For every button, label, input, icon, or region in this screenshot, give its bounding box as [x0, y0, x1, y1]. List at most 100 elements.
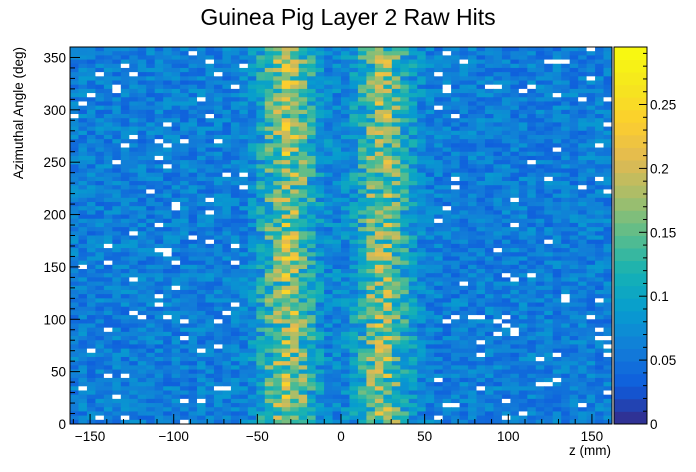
heatmap-cell [476, 327, 486, 333]
heatmap-cell [78, 365, 88, 370]
heatmap-cell [341, 59, 350, 65]
heatmap-cell [586, 160, 596, 165]
heatmap-cell [324, 206, 333, 211]
heatmap-cell [78, 147, 88, 153]
heatmap-cell [137, 189, 147, 195]
heatmap-cell [400, 319, 410, 324]
heatmap-cell [476, 243, 486, 249]
heatmap-cell [459, 243, 469, 249]
heatmap-cell [120, 289, 130, 295]
heatmap-cell [459, 281, 469, 287]
heatmap-cell [205, 281, 215, 287]
heatmap-cell [180, 63, 189, 69]
heatmap-cell [230, 352, 240, 358]
heatmap-cell [70, 260, 79, 266]
heatmap-cell [256, 310, 266, 316]
heatmap-cell [442, 356, 452, 362]
heatmap-cell [95, 84, 105, 90]
heatmap-cell [468, 47, 477, 52]
heatmap-cell [247, 289, 257, 295]
heatmap-cell [595, 122, 604, 127]
heatmap-cell [197, 327, 206, 333]
heatmap-cell [527, 164, 537, 169]
heatmap-cell [493, 201, 503, 207]
heatmap-cell [476, 289, 486, 295]
heatmap-cell [112, 306, 122, 312]
heatmap-cell [137, 252, 147, 257]
heatmap-cell [417, 323, 427, 329]
heatmap-cell [171, 72, 181, 77]
heatmap-cell [586, 118, 596, 123]
heatmap-cell [484, 356, 494, 362]
heatmap-cell [459, 105, 469, 111]
heatmap-cell [408, 281, 418, 287]
heatmap-cell [451, 243, 460, 249]
heatmap-cell [230, 122, 240, 127]
heatmap-cell [154, 59, 164, 65]
heatmap-cell [400, 126, 410, 132]
heatmap-cell [510, 147, 520, 153]
heatmap-cell [129, 285, 139, 291]
heatmap-cell [442, 306, 452, 312]
heatmap-cell [120, 336, 130, 341]
heatmap-cell [324, 134, 333, 140]
heatmap-cell [417, 168, 427, 174]
heatmap-cell [264, 59, 274, 65]
heatmap-cell [493, 310, 503, 316]
heatmap-cell [569, 298, 579, 303]
heatmap-cell [400, 231, 410, 236]
heatmap-cell [510, 59, 520, 65]
heatmap-cell [501, 210, 511, 215]
heatmap-cell [95, 227, 105, 232]
heatmap-cell [595, 336, 604, 341]
heatmap-cell [484, 134, 494, 140]
heatmap-cell [163, 93, 173, 98]
heatmap-cell [78, 235, 88, 241]
heatmap-cell [459, 336, 469, 341]
heatmap-cell [239, 239, 249, 245]
heatmap-cell [315, 47, 325, 52]
heatmap-cell [146, 55, 156, 60]
heatmap-cell [595, 331, 604, 337]
heatmap-cell [357, 93, 367, 98]
heatmap-cell [298, 348, 308, 354]
heatmap-cell [501, 302, 511, 308]
heatmap-cell [281, 114, 291, 119]
heatmap-cell [484, 130, 494, 136]
heatmap-cell [197, 109, 206, 115]
heatmap-cell [154, 319, 164, 324]
heatmap-cell [307, 147, 316, 153]
heatmap-cell [222, 306, 232, 312]
heatmap-cell [129, 269, 139, 274]
heatmap-cell [518, 193, 528, 199]
heatmap-cell [230, 323, 240, 329]
heatmap-cell [586, 218, 596, 224]
heatmap-cell [332, 289, 342, 295]
heatmap-cell [315, 93, 325, 98]
heatmap-cell [146, 151, 156, 157]
heatmap-cell [400, 306, 410, 312]
heatmap-cell [569, 126, 579, 132]
heatmap-cell [442, 269, 452, 274]
heatmap-cell [349, 327, 359, 333]
heatmap-cell [451, 130, 460, 136]
heatmap-cell [468, 285, 477, 291]
heatmap-cell [578, 302, 587, 308]
heatmap-cell [595, 340, 604, 345]
heatmap-cell [484, 264, 494, 270]
heatmap-cell [468, 356, 477, 362]
heatmap-cell [561, 109, 571, 115]
heatmap-cell [527, 327, 537, 333]
heatmap-cell [171, 151, 181, 157]
heatmap-cell [197, 248, 206, 253]
heatmap-cell [434, 114, 444, 119]
heatmap-cell [408, 273, 418, 278]
heatmap-cell [501, 289, 511, 295]
heatmap-cell [349, 88, 359, 94]
heatmap-cell [442, 260, 452, 266]
heatmap-cell [459, 298, 469, 303]
heatmap-cell [290, 243, 300, 249]
heatmap-cell [561, 235, 571, 241]
heatmap-cell [281, 134, 291, 140]
heatmap-cell [256, 214, 266, 220]
